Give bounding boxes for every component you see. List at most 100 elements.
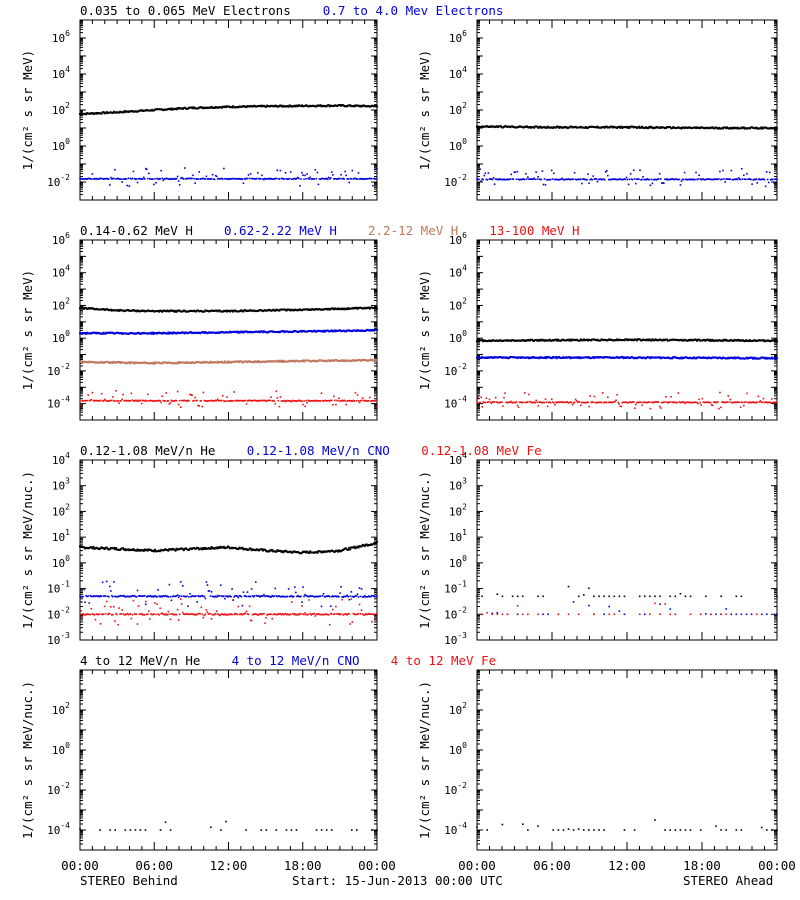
data-point [109,184,111,186]
data-point [655,356,658,359]
data-point [295,400,297,402]
data-point [754,127,757,130]
data-point [167,178,170,180]
data-point [347,399,350,402]
data-point [486,340,489,343]
data-point [226,396,228,398]
data-point [342,400,344,402]
data-point [319,308,322,311]
data-point [256,548,259,551]
data-point [159,332,162,335]
data-point [622,178,625,181]
data-point [243,105,246,108]
data-point [304,550,307,553]
data-point [534,356,537,359]
data-point [112,309,115,312]
data-point [477,356,480,359]
data-point [705,338,708,341]
data-point [225,310,228,313]
data-point [238,177,241,180]
data-point [144,332,147,335]
data-point [654,338,657,341]
data-point [100,332,103,335]
data-point [537,126,540,129]
data-point [233,546,236,549]
y-tick-label: 100 [52,329,70,345]
data-point [580,126,583,129]
data-point [336,178,338,180]
data-point [254,581,257,583]
data-point [356,104,359,107]
data-point [201,548,204,551]
data-point [110,331,113,334]
data-point [316,104,319,107]
data-point [374,328,377,331]
data-point [656,178,659,180]
data-point [320,308,323,311]
data-point [630,401,633,404]
data-point [702,127,705,130]
data-point [287,308,290,311]
data-point [487,339,490,342]
data-point [307,595,309,598]
data-point [618,403,621,405]
data-point [558,179,560,181]
data-point [222,106,225,109]
data-point [504,356,507,359]
data-point [109,399,111,402]
data-point [320,177,323,180]
data-point [245,177,248,180]
data-point [305,104,308,107]
data-point [681,178,684,181]
data-point [538,401,541,403]
data-point [673,178,676,181]
data-point [158,399,160,402]
data-point [270,360,273,363]
data-point [209,309,212,312]
data-point [344,595,346,598]
data-point [711,178,714,181]
data-point [130,392,133,395]
data-point [320,330,323,333]
data-point [339,550,342,553]
data-point [560,357,563,360]
data-point [154,332,157,335]
data-point [282,551,285,554]
data-point [137,595,140,597]
data-point [745,178,747,181]
data-point [761,356,764,359]
data-point [719,391,721,394]
data-point [236,548,239,551]
data-point [219,545,222,548]
data-point [283,550,286,553]
data-point [276,359,279,362]
y-tick-label: 101 [52,528,70,544]
data-point [736,401,739,403]
data-point [753,178,755,181]
data-point [600,178,603,181]
data-point [374,541,377,544]
data-point [664,338,667,341]
data-point [89,613,92,616]
data-point [102,331,105,334]
data-point [295,359,298,362]
data-point [226,331,229,334]
data-point [275,104,278,107]
data-point [281,177,284,180]
data-point [487,401,490,403]
data-point [112,360,115,363]
data-point [621,178,624,181]
data-point [265,595,267,597]
data-point [276,331,279,334]
data-point [145,108,148,111]
data-point [729,356,732,359]
data-point [92,307,95,310]
data-point [716,339,719,342]
data-point [81,400,83,402]
data-point [692,356,695,359]
data-point [718,407,720,410]
data-point [264,595,266,598]
data-point [212,400,215,402]
data-point [285,400,288,402]
data-point [633,126,636,129]
